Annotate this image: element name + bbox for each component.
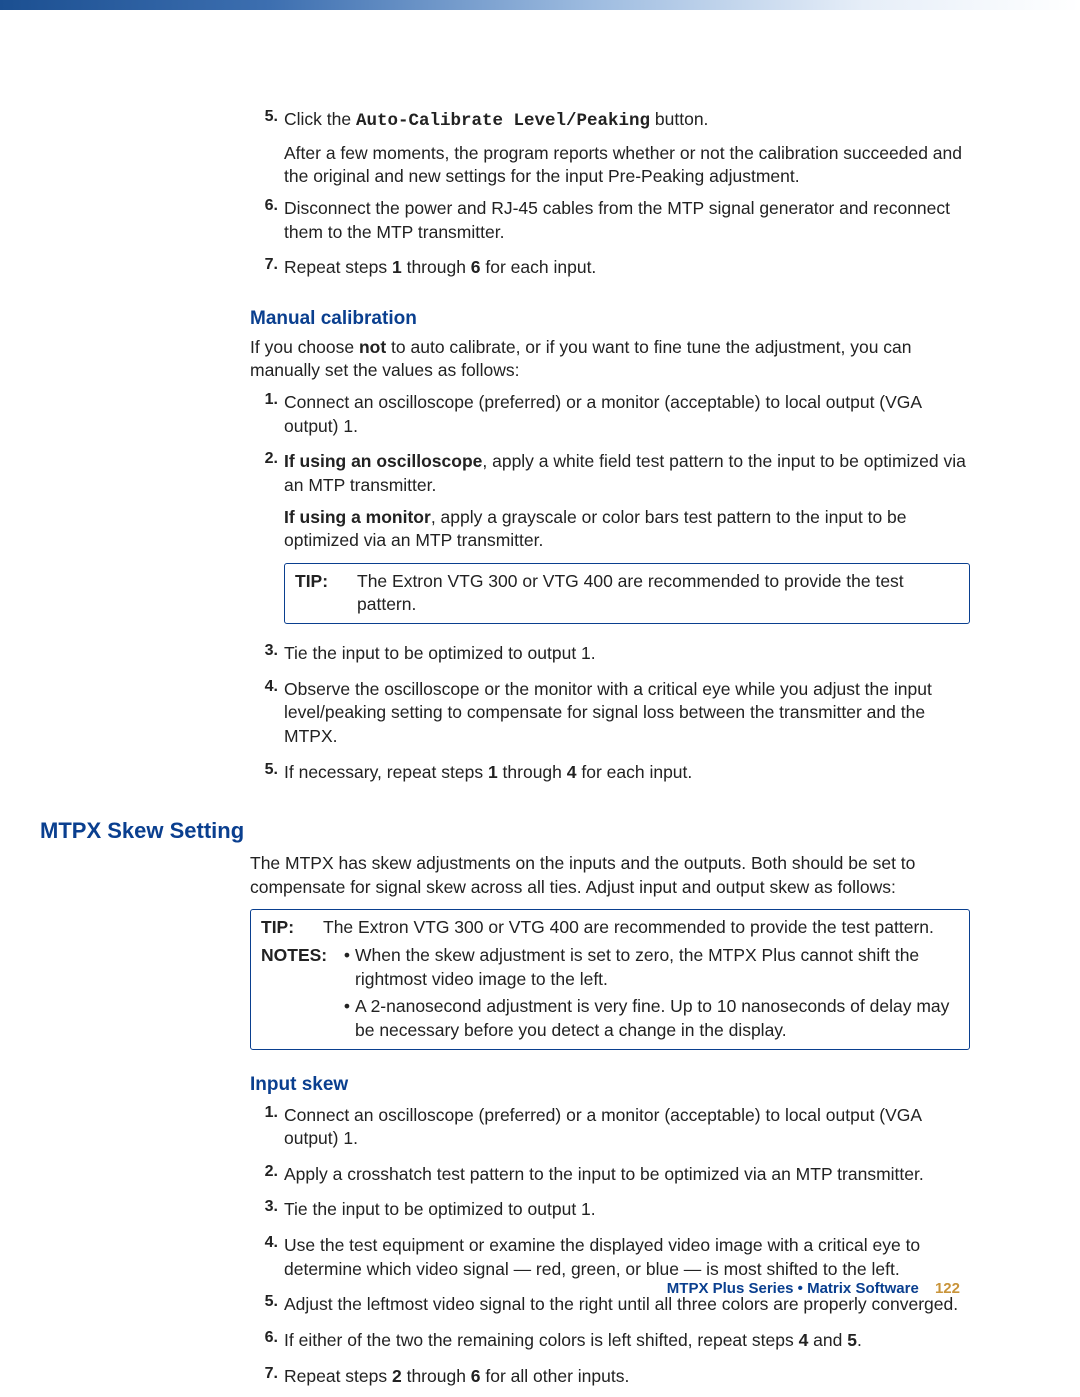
text: and	[808, 1330, 847, 1350]
step-body: Connect an oscilloscope (preferred) or a…	[284, 391, 970, 438]
bullet-icon	[339, 944, 355, 991]
text: After a few moments, the program reports…	[284, 142, 970, 189]
step-body: Observe the oscilloscope or the monitor …	[284, 678, 970, 749]
intro-text: If you choose not to auto calibrate, or …	[250, 336, 970, 383]
auto-cal-steps: 5. Click the Auto-Calibrate Level/Peakin…	[250, 108, 970, 788]
text: Repeat steps	[284, 1366, 392, 1386]
step-number: 5.	[250, 761, 284, 789]
bold-text: 2	[392, 1366, 402, 1386]
list-item: 6. Disconnect the power and RJ-45 cables…	[250, 197, 970, 248]
step-body: Disconnect the power and RJ-45 cables fr…	[284, 197, 970, 244]
heading-skew-setting: MTPX Skew Setting	[40, 818, 970, 844]
text: If necessary, repeat steps	[284, 762, 488, 782]
step-number: 2.	[250, 450, 284, 634]
page: 5. Click the Auto-Calibrate Level/Peakin…	[0, 0, 1080, 1397]
step-body: Tie the input to be optimized to output …	[284, 642, 970, 666]
list-item: 6. If either of the two the remaining co…	[250, 1329, 970, 1357]
list-item: 3. Tie the input to be optimized to outp…	[250, 642, 970, 670]
notes-label: NOTES:	[261, 944, 339, 991]
bold-text: 6	[471, 257, 481, 277]
step-body: Click the Auto-Calibrate Level/Peaking b…	[284, 108, 970, 189]
list-item: 1. Connect an oscilloscope (preferred) o…	[250, 1104, 970, 1155]
code-text: Auto-Calibrate Level/Peaking	[356, 111, 650, 131]
step-number: 6.	[250, 197, 284, 248]
step-body: Use the test equipment or examine the di…	[284, 1234, 970, 1281]
tip-label: TIP:	[295, 570, 357, 617]
text: Repeat steps	[284, 257, 392, 277]
bold-text: 1	[488, 762, 498, 782]
list-item: 3. Tie the input to be optimized to outp…	[250, 1198, 970, 1226]
step-number: 7.	[250, 1365, 284, 1393]
bold-text: 5	[847, 1330, 857, 1350]
step-body: If necessary, repeat steps 1 through 4 f…	[284, 761, 970, 785]
list-item: 2. If using an oscilloscope, apply a whi…	[250, 450, 970, 634]
list-item: 7. Repeat steps 2 through 6 for all othe…	[250, 1365, 970, 1393]
step-number: 5.	[250, 108, 284, 189]
bold-text: not	[359, 337, 386, 357]
text: for each input.	[577, 762, 693, 782]
step-body: If using an oscilloscope, apply a white …	[284, 450, 970, 634]
list-item: 7. Repeat steps 1 through 6 for each inp…	[250, 256, 970, 284]
bold-text: 4	[567, 762, 577, 782]
step-number: 6.	[250, 1329, 284, 1357]
page-footer: MTPX Plus Series • Matrix Software 122	[667, 1280, 960, 1297]
step-body: If either of the two the remaining color…	[284, 1329, 970, 1353]
page-number: 122	[935, 1280, 960, 1297]
tip-text: The Extron VTG 300 or VTG 400 are recomm…	[323, 916, 959, 940]
list-item: 5. Click the Auto-Calibrate Level/Peakin…	[250, 108, 970, 189]
step-number: 1.	[250, 391, 284, 442]
text: button.	[650, 109, 708, 129]
bold-text: If using an oscilloscope	[284, 451, 482, 471]
list-item: 4. Use the test equipment or examine the…	[250, 1234, 970, 1285]
notes-label-spacer	[261, 995, 339, 1042]
skew-block: The MTPX has skew adjustments on the inp…	[250, 852, 970, 1392]
footer-title: MTPX Plus Series • Matrix Software	[667, 1280, 919, 1297]
note-text: When the skew adjustment is set to zero,…	[355, 944, 959, 991]
step-number: 2.	[250, 1163, 284, 1191]
step-number: 3.	[250, 1198, 284, 1226]
tip-notes-box: TIP: The Extron VTG 300 or VTG 400 are r…	[250, 909, 970, 1049]
step-body: Apply a crosshatch test pattern to the i…	[284, 1163, 970, 1187]
list-item: 5. If necessary, repeat steps 1 through …	[250, 761, 970, 789]
step-body: Tie the input to be optimized to output …	[284, 1198, 970, 1222]
heading-manual-calibration: Manual calibration	[250, 308, 970, 330]
step-number: 7.	[250, 256, 284, 284]
bold-text: 6	[471, 1366, 481, 1386]
step-number: 4.	[250, 678, 284, 753]
note-text: A 2-nanosecond adjustment is very fine. …	[355, 995, 959, 1042]
skew-intro: The MTPX has skew adjustments on the inp…	[250, 852, 970, 899]
text: through	[402, 1366, 471, 1386]
content-area: 5. Click the Auto-Calibrate Level/Peakin…	[0, 10, 1080, 1392]
heading-input-skew: Input skew	[250, 1074, 970, 1096]
bold-text: If using a monitor	[284, 507, 431, 527]
step-body: Repeat steps 1 through 6 for each input.	[284, 256, 970, 280]
tip-box: TIP: The Extron VTG 300 or VTG 400 are r…	[284, 563, 970, 624]
list-item: 1. Connect an oscilloscope (preferred) o…	[250, 391, 970, 442]
tip-label: TIP:	[261, 916, 323, 940]
list-item: 5. Adjust the leftmost video signal to t…	[250, 1293, 970, 1321]
list-item: 2. Apply a crosshatch test pattern to th…	[250, 1163, 970, 1191]
bullet-icon	[339, 995, 355, 1042]
text: .	[857, 1330, 862, 1350]
step-number: 5.	[250, 1293, 284, 1321]
bold-text: 4	[799, 1330, 809, 1350]
text: for each input.	[481, 257, 597, 277]
step-number: 4.	[250, 1234, 284, 1285]
step-body: Connect an oscilloscope (preferred) or a…	[284, 1104, 970, 1151]
list-item: 4. Observe the oscilloscope or the monit…	[250, 678, 970, 753]
header-gradient-bar	[0, 0, 1080, 10]
text: through	[402, 257, 471, 277]
step-number: 3.	[250, 642, 284, 670]
text: for all other inputs.	[481, 1366, 630, 1386]
text: Click the	[284, 109, 356, 129]
text: through	[498, 762, 567, 782]
text: If you choose	[250, 337, 359, 357]
tip-text: The Extron VTG 300 or VTG 400 are recomm…	[357, 570, 959, 617]
step-number: 1.	[250, 1104, 284, 1155]
bold-text: 1	[392, 257, 402, 277]
step-body: Repeat steps 2 through 6 for all other i…	[284, 1365, 970, 1389]
text: If either of the two the remaining color…	[284, 1330, 799, 1350]
